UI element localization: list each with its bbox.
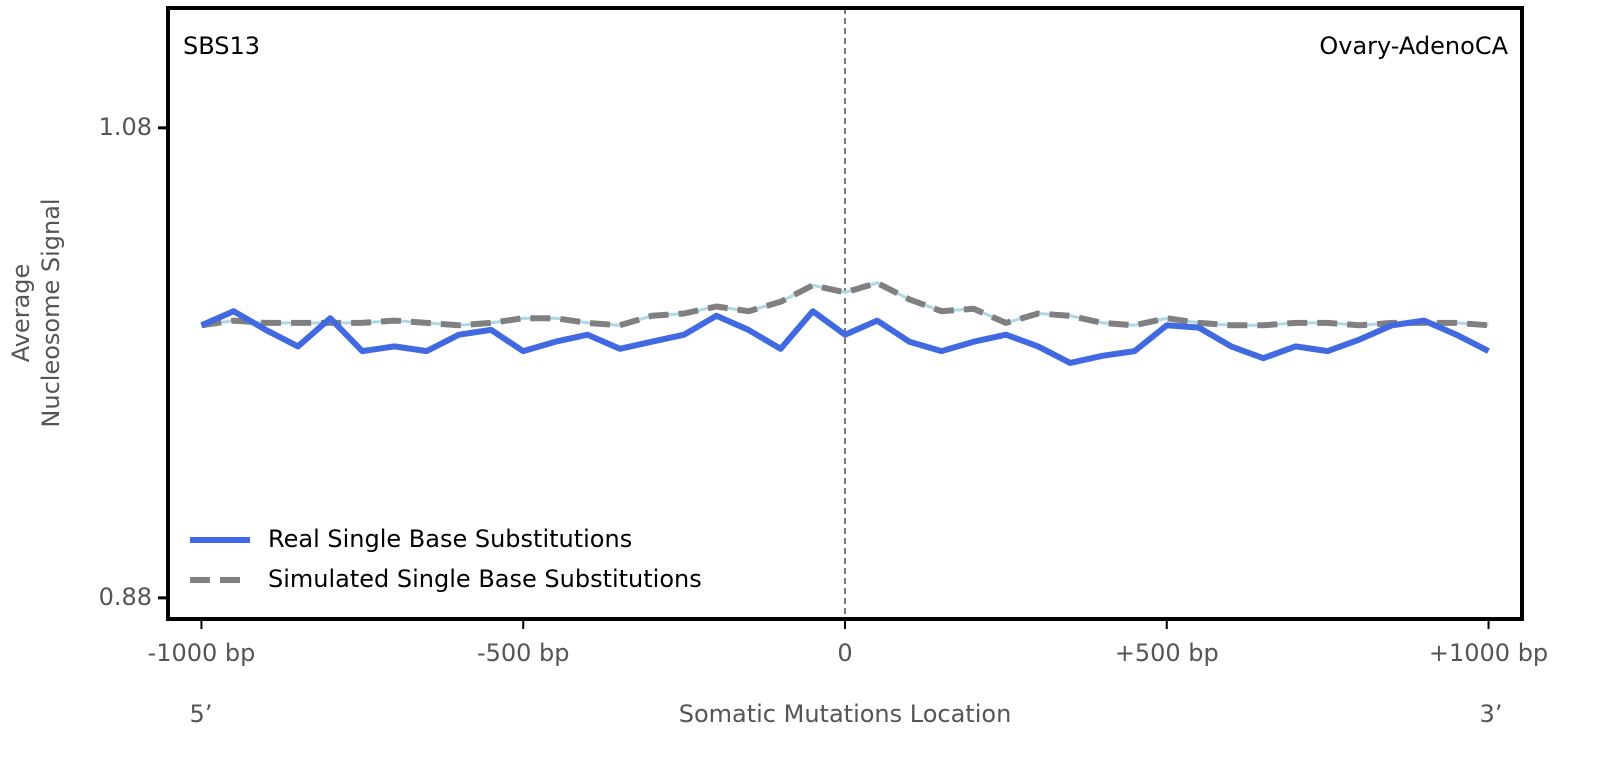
legend-label: Simulated Single Base Substitutions: [268, 565, 702, 593]
panel-label: SBS13: [183, 32, 260, 60]
series-line: [200, 308, 1490, 366]
plot-frame: [166, 6, 1524, 621]
x-tick-label: +500 bp: [1115, 639, 1219, 667]
x-end-label: 3’: [1480, 700, 1503, 728]
x-tick-label: -1000 bp: [148, 639, 256, 667]
series-line: [201, 279, 1489, 329]
x-axis-label: Somatic Mutations Location: [679, 700, 1012, 728]
y-axis-label: Nucleosome Signal: [37, 198, 65, 427]
x-end-label: 5’: [190, 700, 213, 728]
x-tick-label: 0: [837, 639, 852, 667]
legend-label: Real Single Base Substitutions: [268, 525, 632, 553]
panel-label: Ovary-AdenoCA: [1319, 32, 1508, 60]
x-tick-label: +1000 bp: [1429, 639, 1548, 667]
y-tick-label: 1.08: [99, 113, 152, 141]
x-tick-label: -500 bp: [477, 639, 570, 667]
y-tick-label: 0.88: [99, 583, 152, 611]
y-axis-label: Average: [7, 264, 35, 363]
